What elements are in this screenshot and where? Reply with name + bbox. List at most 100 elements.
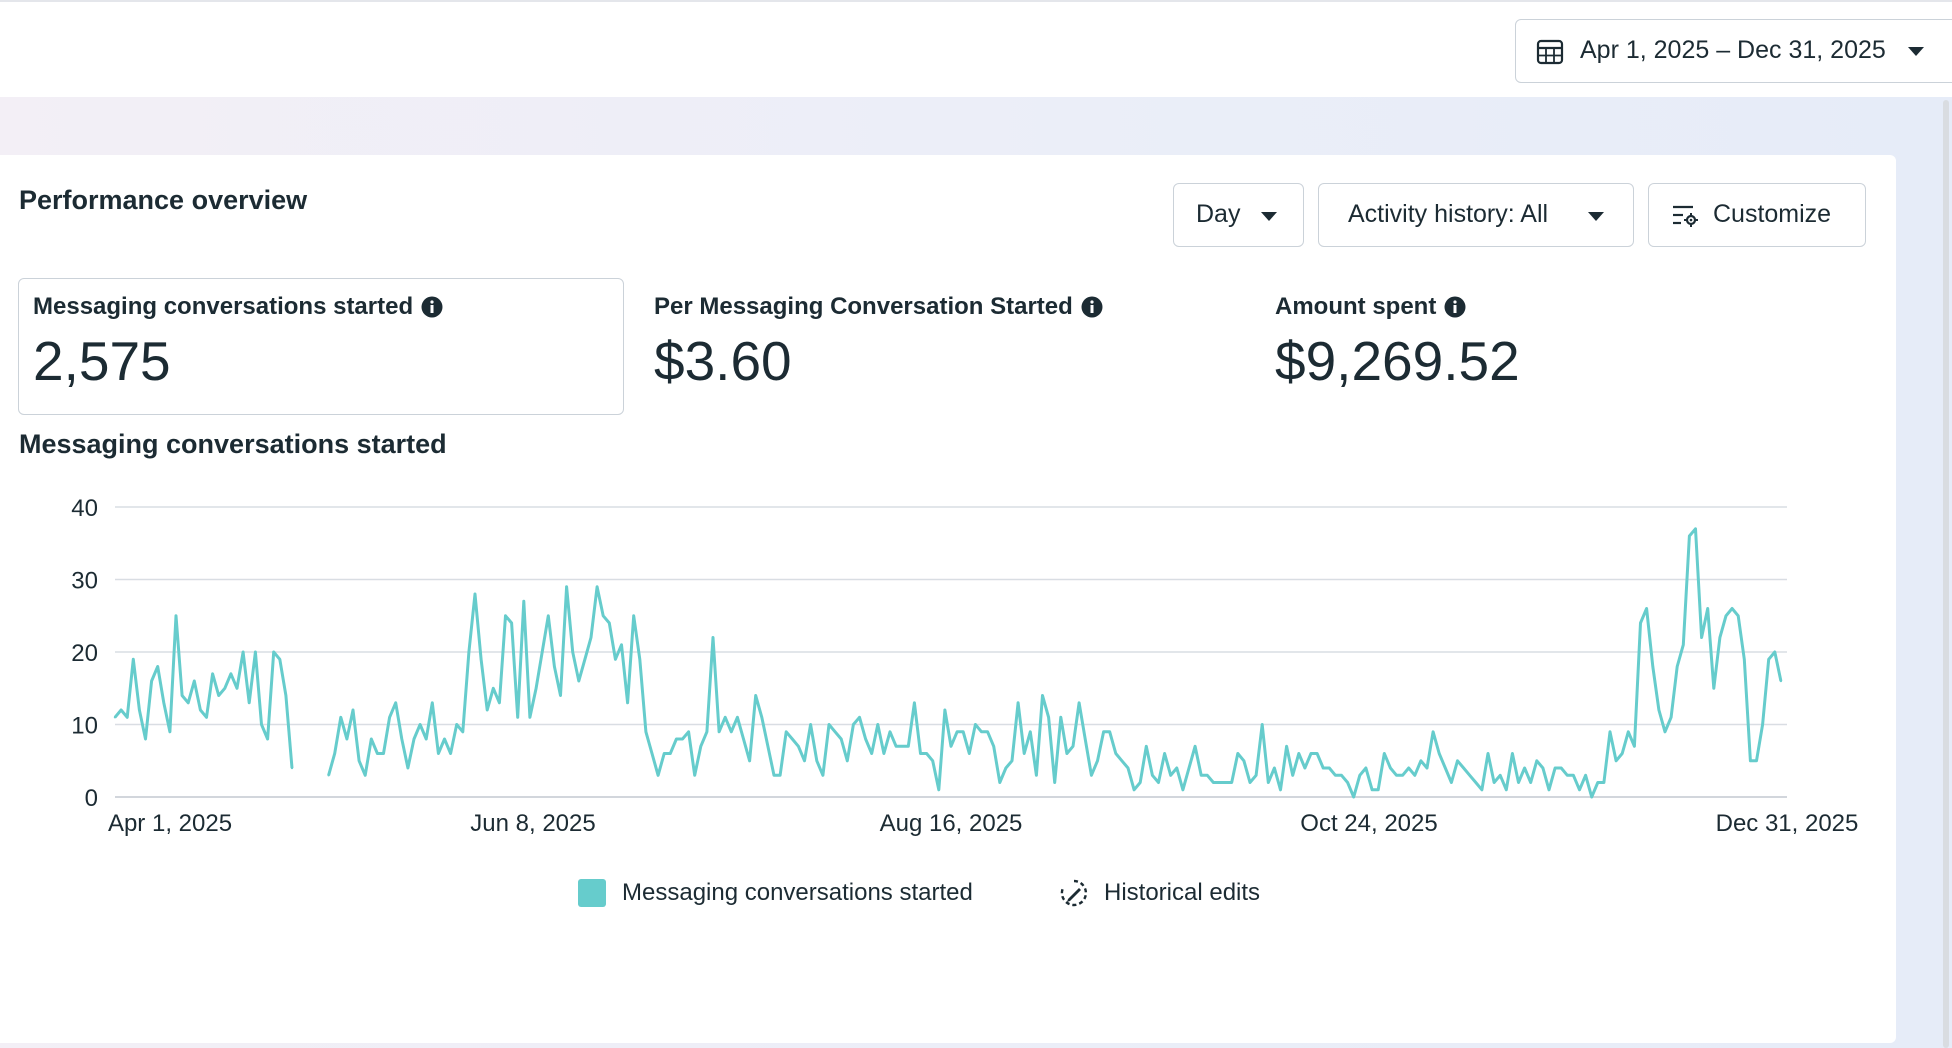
- data-point: [1279, 788, 1282, 791]
- data-point: [1450, 781, 1453, 784]
- info-icon[interactable]: [1444, 296, 1466, 318]
- data-point: [1651, 665, 1655, 668]
- data-point: [1486, 752, 1490, 755]
- data-point: [1022, 752, 1026, 755]
- data-point: [858, 716, 861, 719]
- metric-amount-spent[interactable]: Amount spent $9,269.52: [1275, 293, 1520, 393]
- page-scrollbar[interactable]: [1943, 100, 1949, 1048]
- data-point: [364, 774, 367, 777]
- data-point: [479, 658, 483, 661]
- data-point: [1529, 781, 1532, 784]
- data-point: [1724, 614, 1728, 617]
- data-point: [1047, 716, 1050, 719]
- data-point: [254, 650, 257, 654]
- data-point: [1425, 766, 1429, 770]
- data-point: [144, 737, 147, 741]
- data-point: [1340, 774, 1343, 777]
- data-point: [736, 716, 739, 719]
- data-point: [1297, 752, 1301, 755]
- data-point: [1572, 774, 1575, 777]
- data-point: [1157, 781, 1160, 784]
- data-point: [1383, 752, 1386, 755]
- metric-messaging-conversations[interactable]: Messaging conversations started 2,575: [33, 293, 443, 393]
- data-point: [797, 745, 800, 748]
- data-point: [1181, 788, 1185, 791]
- date-range-picker[interactable]: Apr 1, 2025 – Dec 31, 2025: [1515, 19, 1952, 83]
- data-point: [1212, 781, 1215, 784]
- data-point: [1120, 759, 1124, 762]
- metric-cost-per-conversation[interactable]: Per Messaging Conversation Started $3.60: [654, 293, 1103, 393]
- data-point: [919, 752, 922, 755]
- data-point: [1200, 774, 1203, 777]
- data-point: [1389, 766, 1392, 770]
- data-point: [1077, 701, 1081, 704]
- data-point: [1779, 679, 1783, 683]
- data-point: [339, 716, 342, 719]
- data-point: [1218, 781, 1221, 784]
- metric-value: 2,575: [33, 330, 171, 392]
- data-point: [681, 737, 684, 741]
- data-point: [1590, 795, 1593, 799]
- granularity-dropdown[interactable]: Day: [1173, 183, 1304, 247]
- legend-item-historical-edits[interactable]: Historical edits: [1058, 873, 1260, 913]
- line-chart[interactable]: 0 10 20 30 40 Apr 1, 2025 Jun 8, 2025 Aug 16, 2…: [0, 155, 1896, 855]
- data-point: [1224, 781, 1227, 784]
- data-point: [962, 730, 965, 733]
- data-point: [510, 621, 513, 625]
- data-point: [1468, 774, 1471, 777]
- data-point: [1395, 774, 1398, 777]
- data-point: [669, 752, 672, 755]
- data-point: [1108, 730, 1111, 733]
- data-point: [1102, 730, 1105, 733]
- data-point: [235, 687, 239, 690]
- data-point: [534, 687, 538, 690]
- data-point: [1010, 759, 1014, 762]
- data-point: [1712, 687, 1716, 690]
- data-point: [949, 745, 953, 748]
- data-point: [461, 730, 464, 733]
- data-point: [827, 723, 831, 726]
- data-point: [870, 752, 873, 755]
- data-point: [1303, 766, 1307, 770]
- data-point: [1175, 766, 1179, 770]
- data-point: [1407, 766, 1410, 770]
- data-point: [809, 723, 812, 726]
- customize-button[interactable]: Customize: [1648, 183, 1866, 247]
- data-point: [1676, 665, 1679, 668]
- data-point: [547, 614, 550, 617]
- activity-history-dropdown[interactable]: Activity history: All: [1318, 183, 1634, 247]
- data-point: [156, 665, 159, 668]
- data-point: [638, 658, 641, 661]
- data-point: [931, 759, 934, 762]
- data-point: [1315, 752, 1319, 755]
- info-icon[interactable]: [421, 296, 443, 318]
- legend-item-series[interactable]: Messaging conversations started: [578, 873, 973, 913]
- data-point: [1254, 774, 1258, 777]
- data-point: [1633, 745, 1636, 748]
- data-point: [888, 730, 892, 733]
- customize-label: Customize: [1713, 200, 1832, 228]
- data-point: [241, 650, 245, 654]
- info-icon[interactable]: [1081, 296, 1103, 318]
- data-point: [1248, 781, 1252, 784]
- historical-edits-icon: [1060, 879, 1088, 907]
- data-point: [1700, 636, 1703, 639]
- data-point: [1444, 766, 1447, 770]
- data-point: [1578, 788, 1581, 791]
- data-point: [559, 694, 562, 697]
- data-point: [1438, 752, 1441, 755]
- selected-metric-box[interactable]: [18, 278, 624, 415]
- data-point: [1755, 759, 1758, 762]
- data-point: [400, 737, 403, 741]
- data-point: [1322, 766, 1325, 770]
- data-point: [1132, 788, 1136, 791]
- x-tick-label: Oct 24, 2025: [1300, 810, 1437, 837]
- data-point: [620, 643, 623, 646]
- data-point: [1029, 730, 1032, 733]
- data-point: [260, 723, 263, 726]
- data-point: [998, 781, 1001, 784]
- data-point: [412, 737, 416, 741]
- data-point: [290, 766, 294, 770]
- data-point: [1334, 774, 1337, 777]
- data-point: [565, 585, 568, 588]
